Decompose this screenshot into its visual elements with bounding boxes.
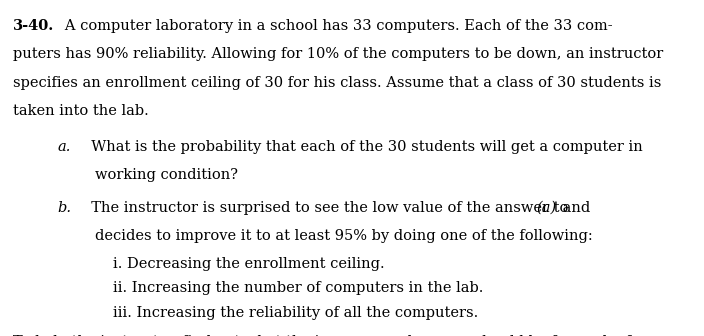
Text: iii. Increasing the reliability of all the computers.: iii. Increasing the reliability of all t… [113, 305, 478, 320]
Text: 3-40.: 3-40. [13, 19, 54, 33]
Text: and: and [558, 201, 591, 215]
Text: puters has 90% reliability. Allowing for 10% of the computers to be down, an ins: puters has 90% reliability. Allowing for… [13, 47, 663, 61]
Text: i. Decreasing the enrollment ceiling.: i. Decreasing the enrollment ceiling. [113, 257, 384, 271]
Text: working condition?: working condition? [95, 168, 238, 182]
Text: specifies an enrollment ceiling of 30 for his class. Assume that a class of 30 s: specifies an enrollment ceiling of 30 fo… [13, 76, 661, 90]
Text: The instructor is surprised to see the low value of the answer to: The instructor is surprised to see the l… [82, 201, 572, 215]
Text: To help the instructor, find out what the increase or decrease should be for eac: To help the instructor, find out what th… [13, 335, 631, 336]
Text: What is the probability that each of the 30 students will get a computer in: What is the probability that each of the… [82, 139, 643, 154]
Text: a.: a. [58, 139, 71, 154]
Text: decides to improve it to at least 95% by doing one of the following:: decides to improve it to at least 95% by… [95, 229, 593, 243]
Text: taken into the lab.: taken into the lab. [13, 104, 149, 118]
Text: (a): (a) [536, 201, 557, 215]
Text: A computer laboratory in a school has 33 computers. Each of the 33 com-: A computer laboratory in a school has 33… [51, 19, 612, 33]
Text: b.: b. [58, 201, 72, 215]
Text: ii. Increasing the number of computers in the lab.: ii. Increasing the number of computers i… [113, 281, 483, 295]
